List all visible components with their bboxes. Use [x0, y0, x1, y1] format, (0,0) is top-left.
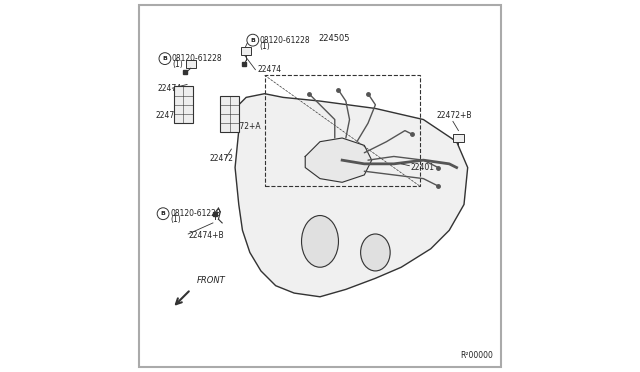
Ellipse shape — [301, 215, 339, 267]
Text: 08120-61228: 08120-61228 — [260, 36, 310, 45]
Text: B: B — [161, 211, 166, 216]
Text: 22472+A: 22472+A — [156, 111, 191, 121]
Text: R²00000: R²00000 — [461, 350, 493, 359]
Text: (1): (1) — [170, 215, 181, 224]
FancyBboxPatch shape — [453, 134, 463, 142]
Text: 08120-61228: 08120-61228 — [172, 54, 223, 63]
Text: FRONT: FRONT — [196, 276, 225, 285]
Text: 22474: 22474 — [157, 84, 182, 93]
Text: 22472: 22472 — [209, 154, 233, 163]
Text: 22472+B: 22472+B — [436, 111, 472, 121]
Text: 224505: 224505 — [318, 34, 349, 43]
Text: B: B — [250, 38, 255, 43]
FancyBboxPatch shape — [220, 96, 239, 132]
Text: 22472+A: 22472+A — [226, 122, 262, 131]
Text: 22474+B: 22474+B — [189, 231, 225, 240]
Text: B: B — [163, 56, 168, 61]
Text: 08120-61228: 08120-61228 — [170, 209, 221, 218]
Text: 22401: 22401 — [410, 163, 435, 172]
Text: 22474: 22474 — [257, 65, 282, 74]
FancyBboxPatch shape — [186, 60, 196, 68]
FancyBboxPatch shape — [174, 86, 193, 123]
FancyBboxPatch shape — [241, 47, 252, 55]
Ellipse shape — [360, 234, 390, 271]
Polygon shape — [305, 138, 372, 182]
Polygon shape — [235, 94, 468, 297]
Text: (1): (1) — [260, 42, 271, 51]
Text: (1): (1) — [172, 60, 182, 70]
